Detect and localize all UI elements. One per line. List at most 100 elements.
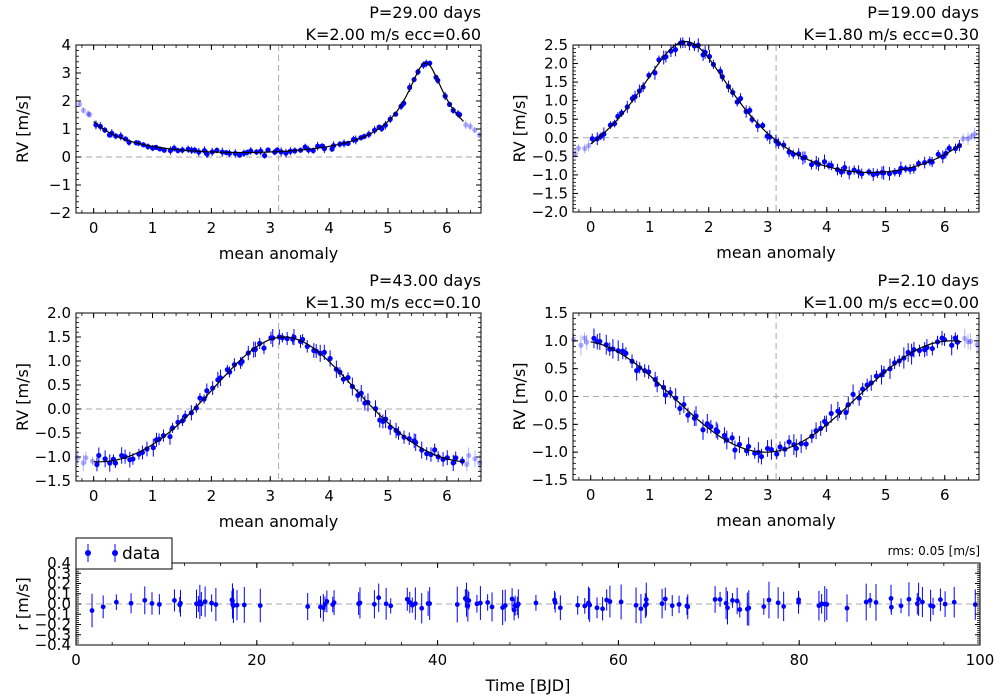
data-point — [237, 152, 243, 158]
data-point — [261, 152, 268, 159]
x-tick-label: 3 — [265, 487, 275, 505]
data-point — [489, 604, 495, 610]
data-point — [450, 460, 456, 466]
data-point — [725, 605, 730, 611]
y-axis-label: RV [m/s] — [13, 95, 32, 163]
data-point — [887, 366, 893, 372]
data-point — [202, 599, 208, 605]
data-point — [823, 421, 829, 427]
y-tick-label: 1.5 — [544, 304, 568, 322]
data-point — [676, 602, 682, 607]
data-point — [643, 597, 649, 602]
x-tick-label: 2 — [207, 487, 217, 505]
data-point — [717, 597, 723, 602]
data-point — [197, 395, 203, 401]
data-point — [217, 375, 224, 381]
data-point — [842, 164, 848, 171]
data-point — [873, 599, 879, 605]
data-point — [758, 453, 765, 460]
data-point — [231, 603, 236, 609]
data-point — [737, 95, 744, 102]
data-point — [321, 349, 327, 355]
y-tick-label: 0.2 — [47, 575, 71, 593]
y-tick-label: 0.0 — [544, 129, 568, 147]
axes-frame — [572, 44, 980, 213]
data-point — [466, 452, 472, 459]
y-tick-label: 1.5 — [47, 328, 71, 346]
panel-annotation: P=43.00 days — [369, 271, 481, 290]
y-tick-label: 2.0 — [544, 55, 568, 73]
y-axis-label: RV [m/s] — [510, 362, 529, 430]
x-axis-label: mean anomaly — [219, 244, 339, 263]
data-point — [611, 120, 618, 127]
data-point — [586, 600, 591, 606]
data-point — [881, 368, 887, 375]
data-point — [942, 601, 948, 607]
data-point — [283, 150, 289, 156]
data-point — [930, 603, 936, 609]
data-point — [667, 390, 673, 396]
data-point — [305, 604, 311, 609]
data-point — [844, 605, 850, 611]
y-tick-label: 2.0 — [47, 304, 71, 322]
data-point — [960, 136, 966, 142]
data-point — [424, 451, 430, 457]
data-point — [881, 170, 887, 176]
data-point — [230, 598, 235, 604]
plot-area — [572, 37, 979, 212]
data-point — [156, 601, 162, 607]
data-point — [886, 171, 893, 177]
data-point — [261, 345, 267, 351]
data-point — [89, 608, 95, 613]
data-point — [702, 49, 708, 55]
data-point — [226, 150, 233, 156]
data-point — [607, 599, 613, 604]
data-point — [376, 595, 382, 601]
data-point — [93, 122, 99, 128]
x-tick-label: 2 — [207, 219, 217, 237]
data-point — [737, 607, 743, 612]
data-point — [231, 362, 237, 368]
data-point — [619, 110, 625, 116]
data-point — [685, 412, 691, 418]
panel-annotation: P=2.10 days — [877, 271, 979, 290]
y-tick-label: 0.0 — [47, 400, 71, 418]
x-tick-label: 3 — [763, 218, 773, 236]
data-point — [968, 133, 975, 139]
data-point — [734, 598, 740, 604]
y-tick-label: −0.4 — [35, 636, 71, 654]
x-tick-label: 1 — [148, 487, 158, 505]
data-point — [793, 445, 799, 451]
data-point — [677, 405, 683, 412]
x-tick-label: 6 — [442, 487, 452, 505]
data-point — [175, 147, 181, 154]
data-point — [868, 380, 874, 386]
data-point — [951, 599, 957, 605]
y-tick-label: 0.0 — [544, 388, 568, 406]
data-point — [320, 605, 326, 611]
data-point — [845, 402, 851, 408]
data-point — [113, 599, 119, 605]
axes-frame — [75, 562, 981, 646]
y-tick-label: −0.5 — [35, 424, 71, 442]
data-point — [511, 607, 517, 613]
data-point — [331, 600, 337, 606]
data-point — [80, 460, 86, 466]
y-tick-label: 0.1 — [47, 585, 71, 603]
data-point — [478, 600, 483, 606]
data-point — [929, 345, 935, 352]
data-point — [575, 602, 581, 608]
data-point — [383, 601, 389, 607]
data-point — [464, 461, 470, 468]
y-tick-label: 0.5 — [47, 376, 71, 394]
y-axis-label: r [m/s] — [13, 577, 32, 630]
data-point — [327, 355, 333, 362]
data-point — [226, 369, 233, 375]
y-tick-label: −2.0 — [532, 203, 568, 221]
data-point — [836, 409, 843, 416]
y-tick-label: −0.5 — [532, 147, 568, 165]
x-tick-label: 3 — [265, 219, 275, 237]
data-point — [796, 597, 802, 603]
x-tick-label: 40 — [428, 651, 447, 669]
x-tick-label: 5 — [881, 218, 891, 236]
